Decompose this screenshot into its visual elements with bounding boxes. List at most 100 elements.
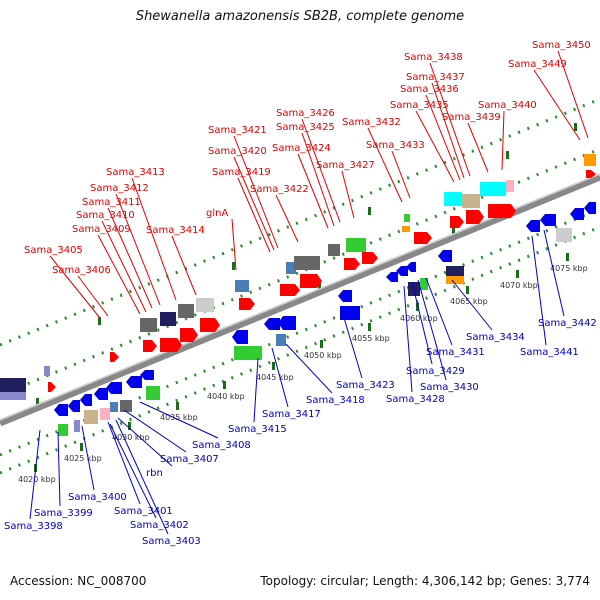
gene-label[interactable]: Sama_3402 — [130, 520, 189, 531]
gene-label[interactable]: Sama_3400 — [68, 492, 127, 503]
gene-label[interactable]: Sama_3449 — [508, 59, 567, 70]
gene-block — [74, 420, 80, 432]
gene-label[interactable]: Sama_3421 — [208, 125, 267, 136]
gene-label[interactable]: Sama_3435 — [390, 100, 449, 111]
gene-label[interactable]: Sama_3406 — [52, 265, 111, 276]
gene-arrow — [488, 204, 516, 218]
gene-arrow — [396, 266, 408, 276]
gene-arrow — [200, 318, 220, 332]
gene-label[interactable]: Sama_3414 — [146, 225, 205, 236]
gene-label[interactable]: Sama_3428 — [386, 394, 445, 405]
label-leader-line — [109, 423, 157, 519]
gene-label[interactable]: Sama_3413 — [106, 167, 165, 178]
gene-arrow — [264, 318, 280, 330]
gene-label[interactable]: Sama_3424 — [272, 143, 331, 154]
gene-label[interactable]: Sama_3410 — [76, 210, 135, 221]
label-leader-line — [301, 118, 341, 223]
label-leader-line — [341, 170, 355, 219]
gene-label[interactable]: Sama_3434 — [466, 332, 525, 343]
gene-label[interactable]: Sama_3440 — [478, 100, 537, 111]
gene-arrow — [344, 258, 360, 270]
gene-label[interactable]: Sama_3422 — [250, 184, 309, 195]
gene-label[interactable]: Sama_3417 — [262, 409, 321, 420]
gene-label[interactable]: Sama_3438 — [404, 52, 463, 63]
gene-arrow — [280, 284, 300, 296]
gene-label[interactable]: glnA — [206, 208, 228, 219]
label-leader-line — [531, 235, 547, 346]
gene-label[interactable]: Sama_3423 — [336, 380, 395, 391]
label-leader-line — [411, 281, 433, 365]
label-leader-line — [171, 235, 197, 296]
gene-label[interactable]: Sama_3418 — [306, 395, 365, 406]
gene-label[interactable]: Sama_3408 — [192, 440, 251, 451]
gene-arrow — [300, 274, 322, 288]
label-leader-line — [415, 110, 455, 183]
gene-label[interactable]: Sama_3405 — [24, 245, 83, 256]
kbp-tick-label: 4030 kbp — [112, 433, 150, 442]
label-leader-line — [367, 127, 403, 203]
gene-block — [0, 378, 26, 392]
gene-arrow — [180, 328, 198, 342]
gene-label[interactable]: rbn — [146, 468, 163, 479]
gene-arrow — [406, 262, 416, 272]
kbp-tick-label: 4070 kbp — [500, 281, 538, 290]
kbp-tick-label: 4020 kbp — [18, 475, 56, 484]
kbp-tick-label: 4040 kbp — [207, 392, 245, 401]
gene-block — [84, 410, 98, 424]
kbp-tick-mark — [223, 381, 226, 389]
gene-block — [100, 408, 110, 420]
gene-label[interactable]: Sama_3419 — [212, 167, 271, 178]
gene-block — [178, 304, 194, 318]
gene-label[interactable]: Sama_3441 — [520, 347, 579, 358]
gene-block — [146, 386, 160, 400]
accession-text: Accession: NC_008700 — [10, 574, 147, 588]
gene-label[interactable]: Sama_3430 — [420, 382, 479, 393]
kbp-tick-label: 4045 kbp — [256, 373, 294, 382]
gene-label[interactable]: Sama_3411 — [82, 197, 141, 208]
label-leader-line — [237, 177, 271, 253]
gene-features — [0, 154, 596, 436]
gene-label[interactable]: Sama_3439 — [442, 112, 501, 123]
gene-block — [120, 400, 132, 412]
gene-label[interactable]: Sama_3401 — [114, 506, 173, 517]
gene-arrow — [106, 382, 122, 394]
gene-label[interactable]: Sama_3403 — [142, 536, 201, 547]
gene-label[interactable]: Sama_3437 — [406, 72, 465, 83]
label-leader-line — [557, 50, 589, 139]
gene-label[interactable]: Sama_3398 — [4, 521, 63, 532]
gene-label[interactable]: Sama_3429 — [406, 366, 465, 377]
gene-label[interactable]: Sama_3442 — [538, 318, 597, 329]
gene-block — [196, 298, 214, 312]
gene-label[interactable]: Sama_3399 — [34, 508, 93, 519]
label-leader-line — [285, 343, 333, 394]
gene-arrow — [570, 208, 584, 220]
gene-label[interactable]: Sama_3433 — [366, 140, 425, 151]
gene-arrow — [278, 316, 296, 330]
gene-block — [346, 238, 366, 252]
gene-label[interactable]: Sama_3415 — [228, 424, 287, 435]
gene-label[interactable]: Sama_3436 — [400, 84, 459, 95]
gene-label[interactable]: Sama_3426 — [276, 108, 335, 119]
gene-label[interactable]: Sama_3431 — [426, 347, 485, 358]
gene-label[interactable]: Sama_3432 — [342, 117, 401, 128]
gene-label[interactable]: Sama_3425 — [276, 122, 335, 133]
gene-block — [294, 256, 320, 270]
gene-label[interactable]: Sama_3420 — [208, 146, 267, 157]
kbp-tick-mark — [516, 270, 519, 278]
gene-arrow — [143, 340, 157, 352]
gene-label[interactable]: Sama_3407 — [160, 454, 219, 465]
label-leader-line — [115, 193, 161, 306]
gene-label[interactable]: Sama_3409 — [72, 224, 131, 235]
kbp-tick-mark — [128, 422, 131, 430]
label-leader-line — [425, 94, 461, 181]
gene-label[interactable]: Sama_3412 — [90, 183, 149, 194]
label-leader-line — [301, 132, 335, 227]
kbp-tick-mark — [80, 443, 83, 451]
gene-label[interactable]: Sama_3450 — [532, 40, 591, 51]
gene-block — [340, 306, 360, 320]
gene-arrow — [110, 352, 119, 362]
label-leader-line — [117, 417, 173, 467]
label-leader-line — [431, 82, 465, 179]
label-leader-line — [77, 275, 109, 317]
gene-label[interactable]: Sama_3427 — [316, 160, 375, 171]
